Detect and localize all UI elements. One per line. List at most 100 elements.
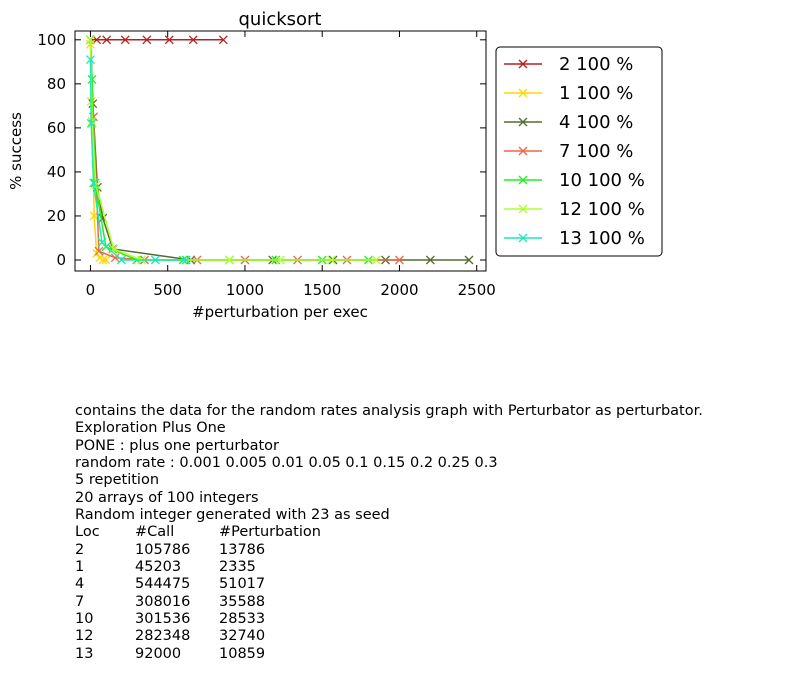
- data-point: [89, 178, 99, 188]
- x-tick-label: 1500: [303, 281, 341, 299]
- table-cell: Loc: [75, 524, 100, 541]
- data-point: [101, 255, 111, 265]
- description-line: 5 repetition: [75, 472, 160, 489]
- data-point: [85, 35, 95, 45]
- data-point: [86, 119, 96, 128]
- legend-item: 4 100 %: [504, 112, 633, 133]
- legend-label: 2 100 %: [559, 54, 633, 75]
- axes: 0 500 1000 1500 2000 2500 0 20 40 60 80 100: [37, 31, 495, 299]
- legend-marker: [518, 204, 528, 214]
- table-cell: 10859: [219, 645, 266, 662]
- legend-marker: [518, 59, 528, 69]
- y-tick-label: 20: [47, 207, 66, 225]
- data-point: [150, 255, 160, 265]
- data-point: [102, 35, 112, 45]
- legend-item: 12 100 %: [504, 199, 645, 220]
- description-line: contains the data for the random rates a…: [75, 403, 703, 419]
- legend-item: 2 100 %: [504, 54, 633, 75]
- table-row: 2 105786 13786: [75, 542, 703, 559]
- plot-area: [85, 35, 474, 265]
- data-point: [218, 35, 228, 45]
- x-axis-label: #perturbation per exec: [192, 303, 368, 321]
- data-point: [425, 255, 435, 265]
- table-row: 7 308016 35588: [75, 594, 703, 611]
- table-cell: 7: [75, 593, 85, 610]
- x-tick-label: 0: [86, 281, 96, 299]
- series-line: [89, 39, 377, 261]
- data-point: [109, 244, 119, 254]
- data-point: [116, 255, 126, 265]
- table-cell: 32740: [219, 628, 266, 645]
- description-lines: contains the data for the random rates a…: [75, 403, 703, 524]
- data-point: [85, 55, 95, 65]
- table-cell: 2: [75, 541, 85, 558]
- table-cell: 308016: [135, 593, 191, 610]
- line-chart: quicksort 0 500 1000 1500 2000 2500 0 20 40 60 80 1…: [7, 9, 663, 321]
- data-point: [87, 74, 97, 84]
- x-tick-label: 1000: [226, 281, 264, 299]
- description-line: Random integer generated with 23 as seed: [75, 507, 390, 524]
- data-point: [188, 35, 198, 45]
- table-cell: 13: [75, 645, 94, 662]
- table-row: 10 301536 28533: [75, 611, 703, 628]
- y-axis-label: % success: [7, 112, 25, 190]
- table-cell: 4: [75, 576, 85, 593]
- series-line: [89, 59, 187, 261]
- table-cell: 301536: [135, 611, 191, 628]
- table-cell: #Perturbation: [219, 524, 321, 541]
- data-point: [98, 255, 108, 265]
- y-tick-label: 100: [37, 31, 66, 49]
- description-line: PONE : plus one perturbator: [75, 437, 279, 454]
- table-cell: 45203: [135, 559, 182, 576]
- table-cell: 28533: [219, 611, 266, 628]
- table-cell: 2335: [219, 559, 256, 576]
- series-6: [85, 55, 191, 265]
- legend-label: 7 100 %: [559, 141, 633, 162]
- description-line: random rate : 0.001 0.005 0.01 0.05 0.1 …: [75, 455, 498, 472]
- data-point: [87, 116, 97, 126]
- legend-item: 13 100 %: [504, 228, 645, 249]
- legend: 2 100 % 1 100 % 4 100 % 7 100 % 10 100 % 12 1…: [495, 46, 663, 257]
- table-row: 1 45203 2335: [75, 559, 703, 576]
- table-row: 12 282348 32740: [75, 628, 703, 645]
- series-0: [85, 35, 228, 45]
- legend-item: 1 100 %: [504, 83, 633, 104]
- x-tick-label: 2000: [380, 281, 418, 299]
- table-cell: 92000: [135, 645, 182, 662]
- legend-label: 4 100 %: [559, 112, 633, 133]
- legend-item: 7 100 %: [504, 141, 633, 162]
- series-3: [85, 35, 404, 265]
- description-text: contains the data for the random rates a…: [75, 403, 703, 663]
- legend-marker: [518, 175, 528, 185]
- legend-marker: [518, 233, 528, 243]
- data-table: Loc #Call #Perturbation 2 105786 13786 1 45203 2…: [75, 524, 703, 663]
- data-point: [164, 35, 174, 45]
- legend-item: 10 100 %: [504, 170, 645, 191]
- description-line: 20 arrays of 100 integers: [75, 489, 259, 506]
- y-tick-label: 40: [47, 163, 66, 181]
- y-tick-label: 0: [56, 251, 66, 269]
- series-line: [89, 39, 400, 261]
- data-point: [110, 253, 120, 263]
- x-tick-label: 500: [153, 281, 182, 299]
- plot-frame: [74, 30, 487, 272]
- table-row: 13 92000 10859: [75, 646, 703, 663]
- data-point: [327, 255, 336, 265]
- table-header: Loc #Call #Perturbation: [75, 524, 703, 541]
- data-point: [371, 255, 381, 265]
- data-point: [395, 255, 404, 265]
- table-cell: 12: [75, 628, 94, 645]
- series-4: [85, 35, 374, 265]
- data-point: [181, 255, 191, 265]
- series-line: [89, 39, 369, 261]
- data-point: [94, 246, 104, 256]
- data-point: [276, 255, 285, 265]
- table-cell: 282348: [135, 628, 191, 645]
- legend-label: 1 100 %: [559, 83, 633, 104]
- table-cell: 105786: [135, 541, 191, 558]
- data-point: [120, 35, 130, 45]
- series-2: [85, 35, 474, 265]
- table-cell: 544475: [135, 576, 191, 593]
- table-cell: 51017: [219, 576, 266, 593]
- table-cell: 1: [75, 559, 85, 576]
